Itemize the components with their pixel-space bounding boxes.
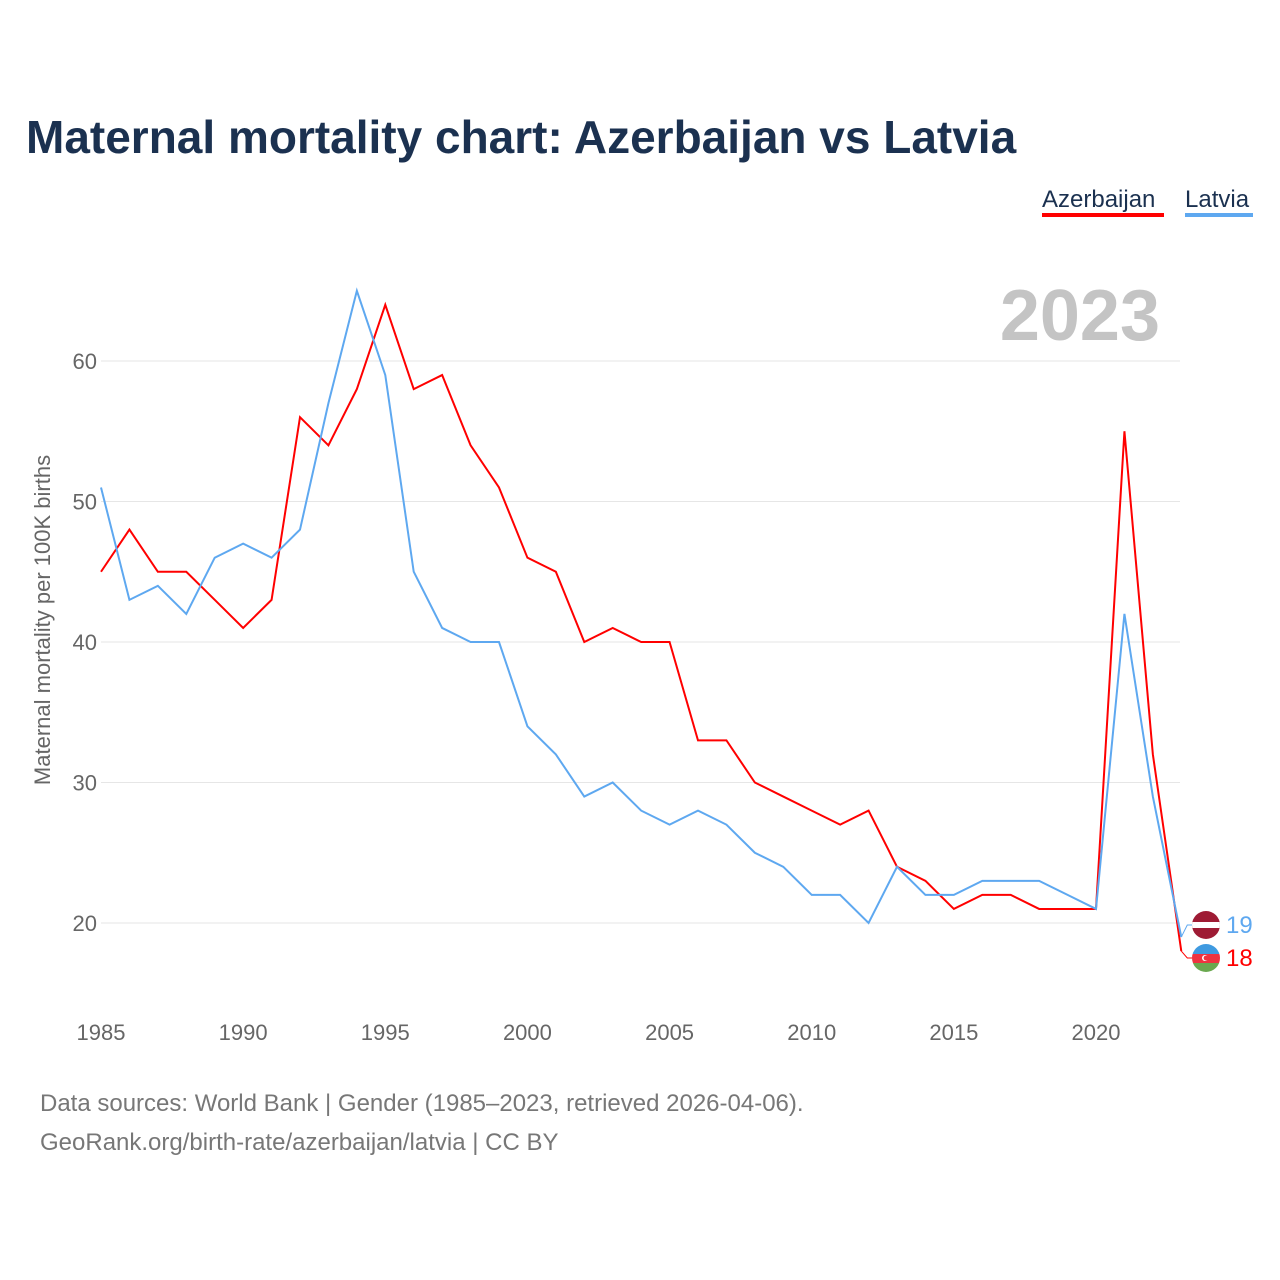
legend-item-azerbaijan[interactable]: Azerbaijan	[1042, 186, 1164, 217]
legend-swatch	[1185, 213, 1253, 217]
x-tick-label: 2020	[1072, 1020, 1121, 1045]
end-value-label: 18	[1226, 945, 1253, 972]
x-tick-label: 1985	[77, 1020, 126, 1045]
x-tick-label: 2005	[645, 1020, 694, 1045]
legend-label: Latvia	[1185, 186, 1250, 213]
x-tick-label: 2015	[929, 1020, 978, 1045]
series-line-azerbaijan	[100, 301, 1183, 952]
x-tick-label: 1995	[361, 1020, 410, 1045]
footer-credit[interactable]: GeoRank.org/birth-rate/azerbaijan/latvia…	[40, 1129, 558, 1156]
legend-item-latvia[interactable]: Latvia	[1185, 186, 1253, 217]
legend-swatch	[1042, 213, 1164, 217]
end-connector	[1180, 924, 1192, 938]
latvia-flag-icon	[1192, 911, 1220, 939]
end-value-label: 19	[1226, 912, 1253, 939]
chart-title: Maternal mortality chart: Azerbaijan vs …	[26, 111, 1017, 163]
azerbaijan-flag-icon	[1192, 944, 1220, 972]
x-tick-label: 2000	[503, 1020, 552, 1045]
y-tick-label: 50	[73, 490, 97, 515]
legend-label: Azerbaijan	[1042, 186, 1155, 213]
y-tick-label: 20	[73, 911, 97, 936]
end-connector	[1180, 950, 1192, 959]
legend: Azerbaijan Latvia	[1042, 186, 1253, 217]
y-tick-label: 60	[73, 349, 97, 374]
footer-source: Data sources: World Bank | Gender (1985–…	[40, 1090, 804, 1117]
y-axis-label: Maternal mortality per 100K births	[30, 455, 55, 785]
year-watermark: 2023	[1000, 276, 1160, 356]
y-tick-label: 30	[73, 771, 97, 796]
x-tick-label: 1990	[219, 1020, 268, 1045]
series-line-latvia	[100, 287, 1183, 938]
x-tick-label: 2010	[787, 1020, 836, 1045]
y-tick-label: 40	[73, 630, 97, 655]
